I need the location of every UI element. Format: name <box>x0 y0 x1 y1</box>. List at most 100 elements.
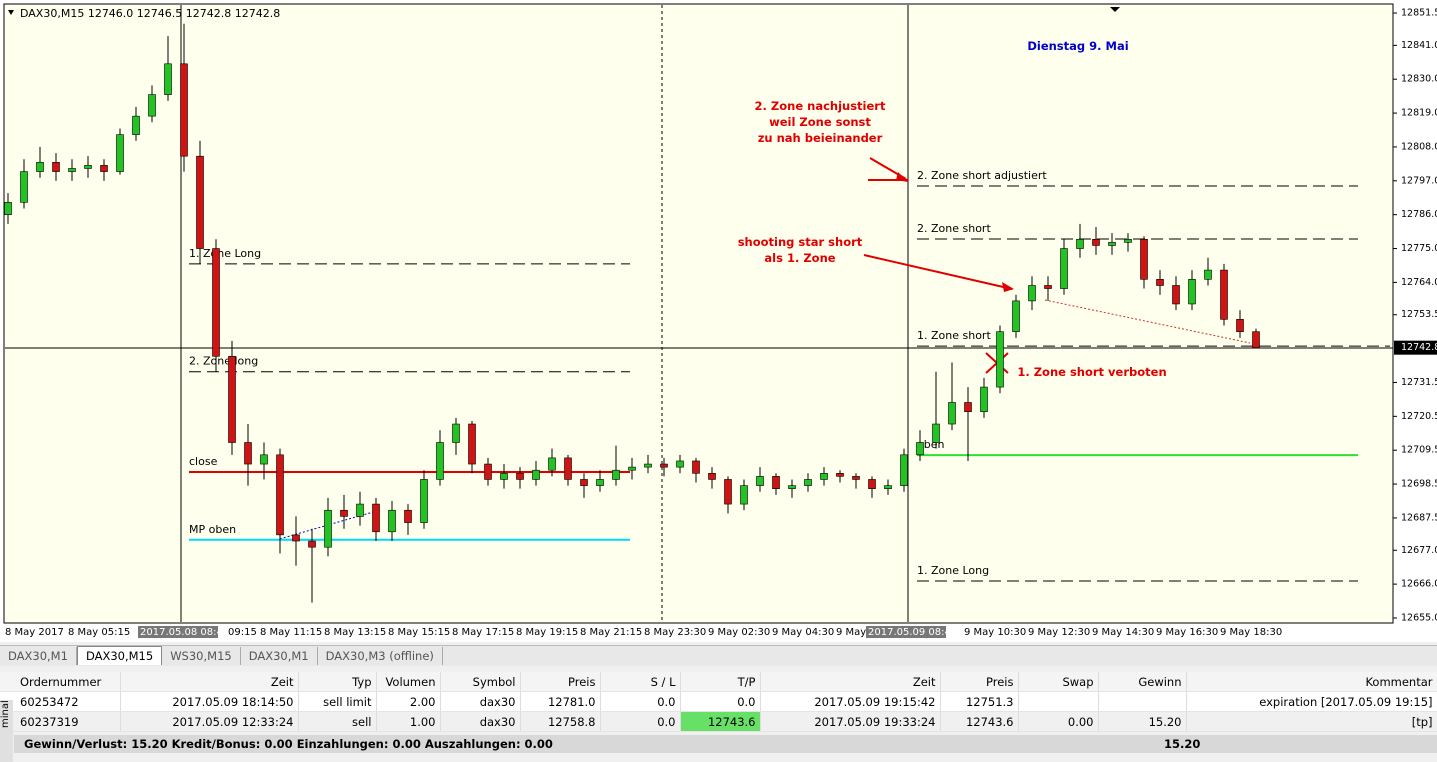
chart: DAX30,M15 12746.0 12746.5 12742.8 12742.… <box>0 0 1437 642</box>
candle-body <box>516 472 524 480</box>
level-label: 2. Zone short adjustiert <box>917 169 1047 182</box>
candle-body <box>372 503 380 533</box>
candle-body <box>292 534 300 542</box>
candle-body <box>244 442 252 465</box>
candle-body <box>324 509 332 548</box>
cell: Ordernummer <box>0 672 121 692</box>
annotation: 1. Zone short verboten <box>1017 365 1166 379</box>
cell: 2017.05.09 19:33:24 <box>760 711 941 732</box>
candle-body <box>1044 285 1052 289</box>
candle-body <box>388 509 396 533</box>
x-tick-label: 9 May 18:30 <box>1220 627 1282 638</box>
y-tick-label: 12808.0 <box>1401 141 1437 152</box>
candle-body <box>420 479 428 523</box>
y-tick-label: 12720.5 <box>1401 411 1437 422</box>
candle-body <box>84 165 92 169</box>
cell: 12743.6 <box>940 711 1019 732</box>
x-tick-label: 9 May 14:30 <box>1092 627 1154 638</box>
candle-body <box>132 115 140 135</box>
candle-body <box>612 469 620 480</box>
candle-body <box>1028 285 1036 302</box>
cell: Zeit <box>760 672 941 692</box>
level-label: 1. Zone short <box>917 329 991 342</box>
chart-tab[interactable]: DAX30,M1 <box>241 647 318 665</box>
y-tick-label: 12709.5 <box>1401 445 1437 456</box>
candle-body <box>4 202 12 215</box>
candle-body <box>1060 248 1068 289</box>
trendline <box>1044 299 1251 344</box>
y-tick-label: 12830.0 <box>1401 74 1437 85</box>
candle-body <box>532 469 540 480</box>
y-tick-label: 12819.0 <box>1401 108 1437 119</box>
candle-body <box>148 94 156 117</box>
candle-body <box>228 355 236 443</box>
chart-tab[interactable]: DAX30,M15 <box>76 646 163 665</box>
annotation: Dienstag 9. Mai <box>1027 39 1128 53</box>
candle-body <box>740 485 748 505</box>
x-tick-label: 9 May 02:30 <box>708 627 770 638</box>
candle-body <box>804 479 812 486</box>
chart-tabs: DAX30,M1 DAX30,M15 WS30,M15 DAX30,M1 DAX30,M… <box>0 645 1437 666</box>
candle-body <box>900 454 908 486</box>
chart-header: DAX30,M15 12746.0 12746.5 12742.8 12742.… <box>20 7 280 20</box>
cell: 0.0 <box>600 691 681 712</box>
cell: 1.00 <box>376 711 441 732</box>
candle-body <box>1140 238 1148 280</box>
candle-body <box>660 463 668 468</box>
chart-tab[interactable]: DAX30,M3 (offline) <box>318 647 443 665</box>
candle-body <box>1156 279 1164 286</box>
y-tick-label: 12851.5 <box>1401 8 1437 19</box>
order-row[interactable]: 60237319 2017.05.09 12:33:24 sell 1.00 dax30… <box>0 711 1437 732</box>
header-row[interactable]: Ordernummer Zeit Typ Volumen Symbol Preis S / … <box>0 672 1437 692</box>
cell: 15.20 <box>1098 711 1187 732</box>
candle-body <box>596 479 604 486</box>
x-label-highlight <box>138 626 218 638</box>
candle-body <box>948 402 956 425</box>
arrow <box>863 254 1013 290</box>
order-row[interactable]: 60253472 2017.05.09 18:14:50 sell limit 2.0… <box>0 691 1437 712</box>
level-label: close <box>189 455 218 468</box>
candle-body <box>756 476 764 486</box>
candle-body <box>484 463 492 480</box>
cell: Zeit <box>120 672 299 692</box>
candle-body <box>820 472 828 480</box>
candle-body <box>340 509 348 517</box>
cell: Preis <box>520 672 601 692</box>
cell: Volumen <box>376 672 441 692</box>
candle-body <box>884 485 892 489</box>
candle-body <box>564 457 572 480</box>
candle-body <box>260 454 268 465</box>
x-tick-label: 8 May 05:15 <box>68 627 130 638</box>
plot-area <box>3 3 1394 624</box>
chart-tab[interactable]: WS30,M15 <box>162 647 241 665</box>
candle-body <box>548 457 556 471</box>
candle-body <box>20 171 28 203</box>
candle-body <box>692 460 700 474</box>
cell: 2017.05.09 18:14:50 <box>120 691 299 712</box>
candle-body <box>308 540 316 548</box>
candle-body <box>644 463 652 468</box>
cell: Gewinn <box>1098 672 1187 692</box>
candle-body <box>964 402 972 413</box>
x-tick-label: 8 May 11:15 <box>260 627 322 638</box>
price-marker-label: 12742.8 <box>1401 342 1437 353</box>
cell: sell limit <box>298 691 377 712</box>
cell: expiration [2017.05.09 19:15] <box>1186 691 1437 712</box>
summary-row: Gewinn/Verlust: 15.20 Kredit/Bonus: 0.00… <box>14 735 1437 753</box>
y-tick-label: 12687.5 <box>1401 512 1437 523</box>
chart-tab[interactable]: DAX30,M1 <box>0 647 77 665</box>
summary-total: 15.20 <box>1164 737 1201 751</box>
level-label: MP oben <box>189 523 236 536</box>
candle-body <box>676 460 684 468</box>
summary: Gewinn/Verlust: 15.20 Kredit/Bonus: 0.00… <box>24 737 553 751</box>
level-label: 1. Zone Long <box>189 247 261 260</box>
candle-body <box>500 472 508 480</box>
candle-body <box>628 466 636 471</box>
cell: [tp] <box>1186 711 1437 732</box>
candle-body <box>468 423 476 465</box>
candle-body <box>116 134 124 172</box>
cell: 2017.05.09 19:15:42 <box>760 691 941 712</box>
x-tick-label: 2017.05.08 08:45 <box>140 627 229 638</box>
candle-body <box>932 423 940 443</box>
